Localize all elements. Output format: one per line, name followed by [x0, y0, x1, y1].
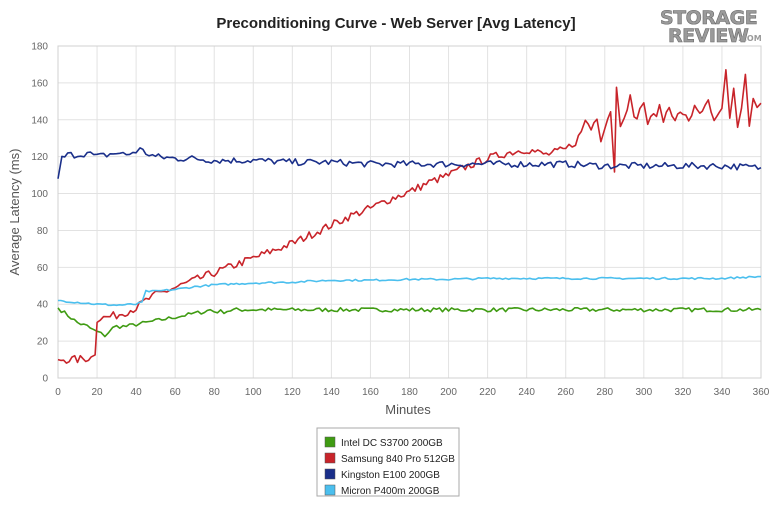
x-tick-label: 180 — [401, 387, 418, 398]
series-line — [57, 69, 762, 364]
x-tick-label: 220 — [479, 387, 496, 398]
legend-swatch — [324, 468, 336, 480]
x-tick-label: 360 — [753, 387, 770, 398]
legend-label: Intel DC S3700 200GB — [341, 438, 443, 449]
grid — [57, 45, 762, 379]
x-tick-label: 300 — [635, 387, 652, 398]
y-tick-label: 0 — [42, 374, 48, 385]
legend-label: Samsung 840 Pro 512GB — [341, 454, 455, 465]
y-tick-label: 40 — [37, 300, 49, 311]
x-tick-label: 120 — [284, 387, 301, 398]
x-tick-label: 60 — [170, 387, 182, 398]
legend-label: Micron P400m 200GB — [341, 486, 440, 497]
series-line — [57, 306, 762, 338]
x-tick-label: 40 — [131, 387, 143, 398]
series-line — [58, 275, 762, 307]
storage-review-logo: STORAGE REVIEW .COM — [660, 7, 762, 48]
legend-swatch — [324, 436, 336, 448]
y-tick-label: 180 — [31, 42, 48, 53]
y-axis-ticks: 0 20 40 60 80 100 120 140 160 180 — [31, 42, 48, 385]
y-axis-label: Average Latency (ms) — [7, 149, 22, 276]
y-tick-label: 140 — [31, 115, 48, 126]
x-axis-ticks: 0 20 40 60 80 100 120 140 160 180 200 220 240 260 280 3… — [55, 387, 770, 398]
legend-swatch — [324, 452, 336, 464]
legend: Intel DC S3700 200GB Samsung 840 Pro 512G… — [316, 427, 460, 497]
y-tick-label: 80 — [37, 226, 49, 237]
y-tick-label: 60 — [37, 263, 49, 274]
x-tick-label: 240 — [518, 387, 535, 398]
plot-frame — [57, 45, 762, 379]
x-tick-label: 140 — [323, 387, 340, 398]
x-tick-label: 160 — [362, 387, 379, 398]
chart-title: Preconditioning Curve - Web Server [Avg … — [216, 15, 575, 32]
x-tick-label: 200 — [440, 387, 457, 398]
series-line — [57, 147, 762, 179]
x-tick-label: 340 — [714, 387, 731, 398]
x-tick-label: 260 — [557, 387, 574, 398]
y-tick-label: 20 — [37, 337, 49, 348]
logo-line1: STORAGE — [660, 7, 757, 29]
series-lines — [57, 69, 762, 364]
x-tick-label: 80 — [209, 387, 221, 398]
legend-label: Kingston E100 200GB — [341, 470, 440, 481]
logo-suffix: .COM — [738, 34, 762, 43]
x-tick-label: 280 — [596, 387, 613, 398]
x-axis-label: Minutes — [385, 402, 431, 417]
y-tick-label: 120 — [31, 152, 48, 163]
x-tick-label: 20 — [91, 387, 103, 398]
legend-box — [316, 427, 460, 497]
x-tick-label: 320 — [675, 387, 692, 398]
y-tick-label: 160 — [31, 78, 48, 89]
x-tick-label: 0 — [55, 387, 61, 398]
logo-line2: REVIEW — [668, 25, 749, 47]
x-tick-label: 100 — [245, 387, 262, 398]
legend-swatch — [324, 484, 336, 496]
y-tick-label: 100 — [31, 189, 48, 200]
